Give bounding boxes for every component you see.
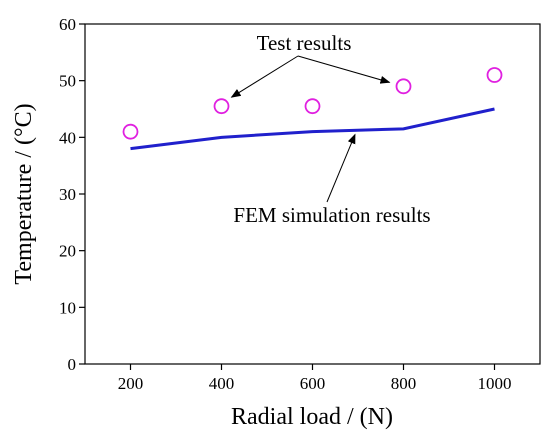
x-tick-label: 200 — [118, 374, 144, 393]
x-tick-label: 800 — [391, 374, 417, 393]
plot-frame — [84, 23, 541, 365]
fem-simulation-line — [130, 107, 495, 151]
series-layer — [122, 67, 503, 151]
test-result-point — [486, 67, 503, 83]
x-axis-ticks: 200 400 600 800 1000 — [118, 364, 512, 393]
test-result-point — [122, 123, 139, 140]
y-axis-ticks: 0 10 20 30 40 50 60 — [59, 15, 85, 374]
y-tick-label: 40 — [59, 128, 76, 147]
annotation-arrow — [230, 55, 299, 98]
y-axis-label: Temperature / (°C) — [11, 103, 37, 284]
y-tick-label: 0 — [68, 355, 77, 374]
x-tick-label: 400 — [209, 374, 235, 393]
test-result-point — [304, 98, 321, 115]
y-tick-label: 20 — [59, 242, 76, 261]
annotation-fem-results: FEM simulation results — [233, 203, 430, 227]
annotation-layer: Test results FEM simulation results — [230, 31, 431, 227]
y-tick-label: 10 — [59, 298, 76, 317]
y-tick-label: 60 — [59, 15, 76, 34]
annotation-arrow — [297, 55, 391, 84]
y-tick-label: 50 — [59, 72, 76, 91]
x-axis-label: Radial load / (N) — [231, 404, 393, 430]
test-result-point — [213, 98, 230, 115]
y-tick-label: 30 — [59, 185, 76, 204]
annotation-arrow — [326, 133, 356, 203]
test-result-point — [395, 78, 412, 95]
x-tick-label: 600 — [300, 374, 326, 393]
x-tick-label: 1000 — [478, 374, 512, 393]
annotation-test-results: Test results — [257, 31, 352, 55]
